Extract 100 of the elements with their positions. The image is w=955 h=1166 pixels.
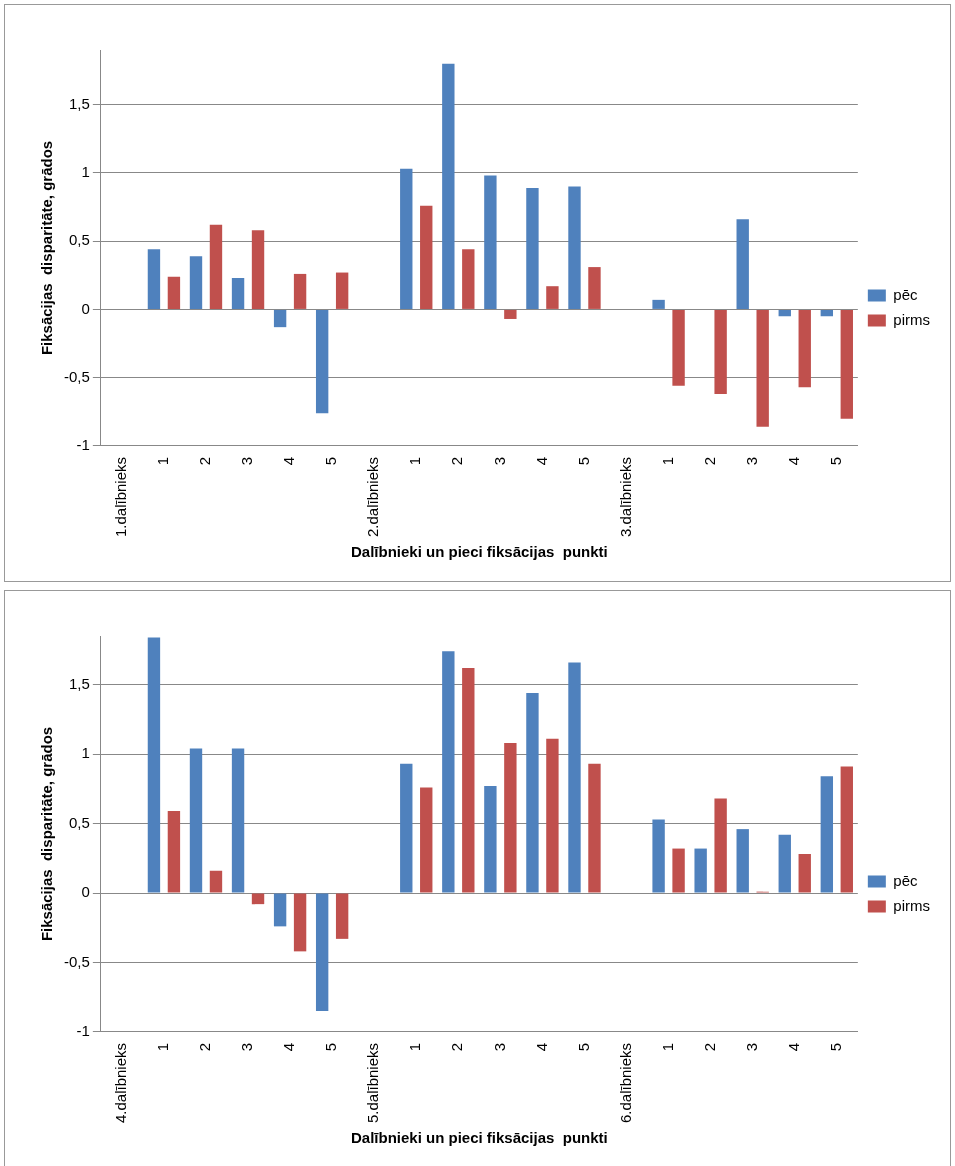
x-tick-label: 6.dalībnieks [616,1042,634,1124]
x-tick-label: 1.dalībnieks [112,456,130,538]
bar [840,766,853,893]
x-tick-label: 3 [238,456,256,466]
bar [568,662,581,893]
bar [273,893,287,927]
x-tick-label: 2 [700,1042,718,1052]
bar [778,834,791,893]
bar [293,273,307,309]
bar [251,230,265,309]
bar [504,309,517,319]
legend-label: pirms [893,310,931,328]
y-axis-title: Fiksācijas disparitāte, grādos [38,726,56,942]
x-tick-label: 2 [700,456,718,466]
bar [442,63,455,309]
x-tick-label: 2 [196,456,214,466]
x-tick-label: 3 [490,1042,508,1052]
y-tick-label: 1 [81,163,90,181]
x-tick-label: 3 [490,456,508,466]
x-tick-label: 3 [238,1042,256,1052]
bar [588,267,601,309]
bar [462,249,475,309]
x-tick-label: 5 [574,1042,592,1052]
x-tick-label: 2 [448,456,466,466]
bar [209,870,223,893]
x-tick-label: 4 [280,456,298,466]
x-tick-label: 5 [826,1042,844,1052]
bar [798,309,811,388]
bar [335,272,349,309]
bar [231,748,245,893]
bar [504,742,517,893]
x-tick-label: 2 [196,1042,214,1052]
x-tick-label: 1 [154,456,172,466]
x-tick-label: 1 [406,456,424,466]
bar [167,811,181,893]
bar [442,651,455,893]
bar [251,893,265,905]
bar [273,309,287,328]
bar [315,893,329,1012]
bar [526,187,539,309]
y-tick-label: -0,5 [63,952,90,970]
x-axis-title: Dalībnieki un pieci fiksācijas punkti [350,1129,608,1147]
y-tick-label: -1 [76,436,90,454]
bar [588,763,601,893]
x-tick-label: 1 [658,456,676,466]
x-tick-label: 1 [154,1042,172,1052]
y-tick-label: -1 [76,1022,90,1040]
bar [546,738,559,893]
bar [820,309,834,317]
bar [484,786,497,893]
bar [462,667,475,893]
x-tick-label: 4 [532,456,550,466]
bar [189,256,203,309]
y-tick-label: -0,5 [63,367,90,385]
legend-label: pirms [893,896,931,914]
bar [840,309,853,419]
y-tick-label: 0 [81,883,90,901]
bar [231,278,245,309]
x-tick-label: 5.dalībnieks [364,1042,382,1124]
x-tick-label: 4 [532,1042,550,1052]
bar [293,893,307,952]
bar [526,692,539,893]
x-tick-label: 3 [742,456,760,466]
bar [546,286,559,309]
bar [400,168,413,309]
legend-label: pēc [893,285,919,303]
x-tick-label: 2 [448,1042,466,1052]
bar [820,776,834,893]
bar [736,829,749,893]
legend-label: pēc [893,871,919,889]
bar [652,819,665,893]
x-tick-label: 2.dalībnieks [364,456,382,538]
x-tick-label: 1 [658,1042,676,1052]
bar [420,205,433,309]
bar [694,848,707,893]
bar [400,763,413,893]
bar [714,309,727,395]
bar [335,893,349,939]
y-axis-title: Fiksācijas disparitāte, grādos [38,140,56,356]
bar [315,309,329,414]
bar [147,249,161,309]
bar [147,637,161,893]
x-tick-label: 1 [406,1042,424,1052]
x-axis-title: Dalībnieki un pieci fiksācijas punkti [350,543,608,561]
bar [672,848,685,893]
x-tick-label: 5 [826,456,844,466]
x-tick-label: 4 [784,456,802,466]
y-tick-label: 0,5 [68,813,90,831]
bar [736,219,749,309]
bar [484,175,497,309]
x-tick-label: 3 [742,1042,760,1052]
bar [798,854,811,893]
x-tick-label: 3.dalībnieks [616,456,634,538]
bar [189,748,203,893]
bar [756,309,769,427]
x-tick-label: 4 [784,1042,802,1052]
bar [568,186,581,309]
y-tick-label: 1 [81,744,90,762]
bar [672,309,685,386]
y-tick-label: 1,5 [68,94,90,112]
